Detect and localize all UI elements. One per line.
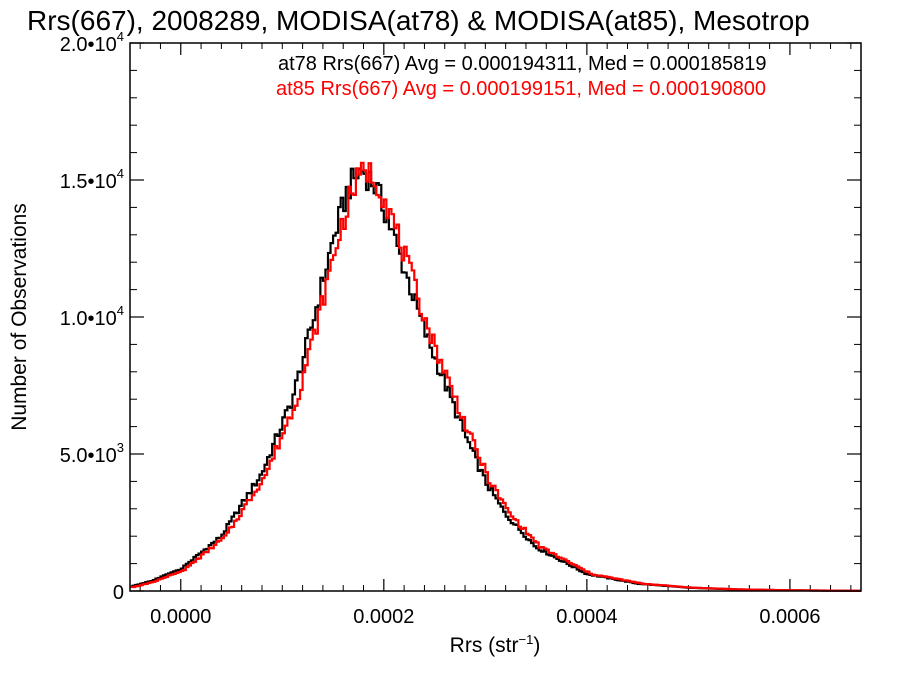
plot-frame [129,42,862,592]
x-tick-label: 0.0000 [150,606,211,628]
y-tick-label: 2.0•104 [60,29,124,56]
y-tick-label: 0 [113,582,124,604]
legend-stats-at85: at85 Rrs(667) Avg = 0.000199151, Med = 0… [276,78,766,100]
y-tick-label: 1.0•104 [60,303,124,330]
y-tick-mantissa: 0 [113,582,124,604]
y-tick-exponent: 3 [117,440,124,455]
y-tick-exponent: 4 [117,166,124,181]
x-axis-label-main: Rrs (str [450,634,519,657]
x-axis-label-superscript: −1 [519,632,534,647]
x-axis-label: Rrs (str−1) [450,632,541,657]
x-tick-label: 0.0002 [353,606,414,628]
y-tick-mantissa: 1.0•10 [60,308,117,330]
chart-title: Rrs(667), 2008289, MODISA(at78) & MODISA… [27,5,810,36]
histogram-series-at85 [130,161,861,592]
y-axis-label: Number of Observations [8,203,31,431]
x-tick-label: 0.0006 [759,606,820,628]
legend-stats-at78: at78 Rrs(667) Avg = 0.000194311, Med = 0… [278,53,767,75]
y-tick-mantissa: 5.0•10 [60,445,117,467]
y-tick-label: 1.5•104 [60,166,124,193]
x-axis-label-end: ) [533,634,540,657]
y-tick-exponent: 4 [117,29,124,44]
y-tick-mantissa: 1.5•10 [60,171,117,193]
y-tick-label: 5.0•103 [60,440,124,467]
y-tick-exponent: 4 [117,303,124,318]
histogram-series-at78 [130,167,861,592]
tick-labels: 0.0000 0.0002 0.0004 0.000605.0•1031.0•1041… [60,29,821,628]
x-tick-label: 0.0004 [556,606,617,628]
series-layer [130,161,861,592]
y-tick-mantissa: 2.0•10 [60,34,117,56]
